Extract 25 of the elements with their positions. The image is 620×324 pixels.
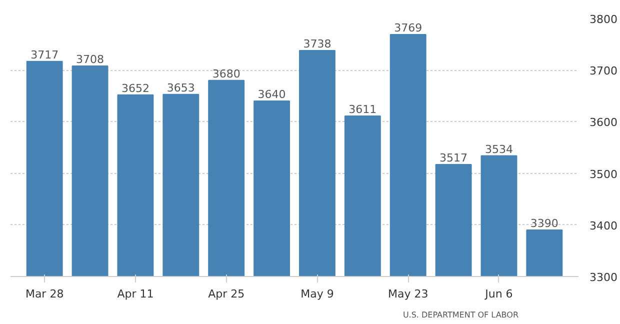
- data-label: 3652: [121, 82, 150, 95]
- data-label: 3708: [76, 52, 104, 66]
- x-tick-label: May 23: [388, 288, 428, 300]
- data-label: 3640: [258, 88, 286, 102]
- x-tick-label: Apr 25: [208, 288, 245, 300]
- x-tick-label: May 9: [300, 288, 334, 300]
- data-label: 3769: [394, 21, 422, 34]
- data-label: 3717: [30, 48, 59, 62]
- x-tick-label: Mar 28: [25, 288, 64, 300]
- data-label: 3534: [484, 142, 513, 156]
- data-label: 3611: [348, 103, 377, 116]
- x-tick-label: Jun 6: [484, 288, 513, 300]
- y-tick-label: 3600: [590, 116, 618, 130]
- y-tick-label: 3400: [590, 219, 618, 232]
- data-label: 3390: [530, 217, 558, 230]
- y-tick-label: 3700: [590, 64, 618, 78]
- data-label: 3738: [303, 37, 332, 50]
- text: U.S. DEPARTMENT OF LABOR: [402, 310, 519, 320]
- data-label: 3653: [166, 81, 195, 94]
- y-tick-label: 3500: [590, 168, 618, 181]
- y-tick-label: 3300: [590, 271, 618, 284]
- x-tick-label: Apr 11: [117, 288, 154, 300]
- data-label: 3680: [212, 67, 240, 80]
- data-label: 3517: [440, 152, 468, 165]
- y-tick-label: 3800: [590, 13, 618, 26]
